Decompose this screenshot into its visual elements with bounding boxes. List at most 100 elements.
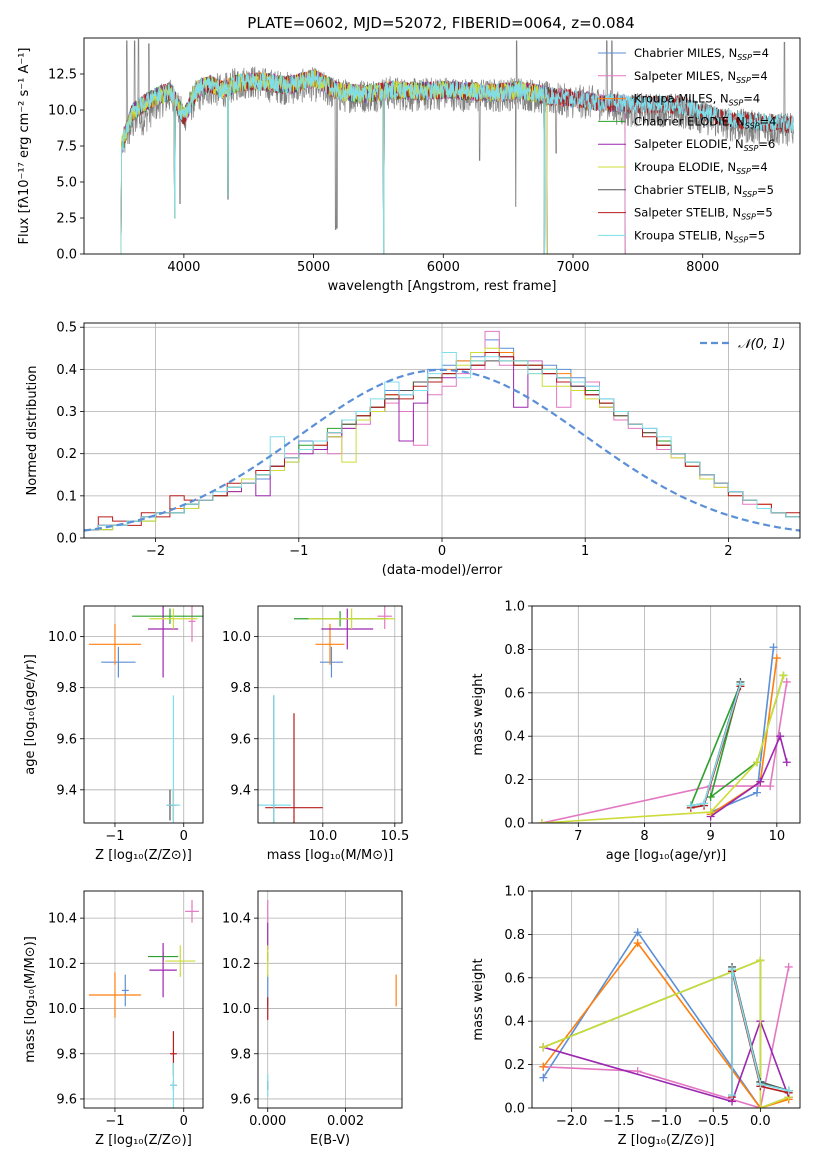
- age-vs-Z-y-tick-label: 9.6: [56, 732, 77, 747]
- age-vs-Z-y-axis-label: age [log₁₀(age/yr)]: [23, 654, 38, 775]
- mass-vs-EBV-x-axis-label: E(B-V): [310, 1133, 350, 1148]
- mass-weight-marker: [539, 1062, 548, 1071]
- residuals-x-tick-label: 2: [724, 544, 732, 559]
- mass-weight-marker: [537, 819, 546, 823]
- mass-weight-marker: [756, 1080, 765, 1089]
- mass-weight-marker: [539, 1043, 548, 1052]
- mass-weight-marker: [736, 680, 745, 689]
- legend-entry-subscript: SSP: [737, 53, 752, 62]
- mass-weight-marker: [633, 928, 642, 937]
- gaussian-legend-label: 𝒩(0, 1): [738, 337, 785, 352]
- mass-weight-vs-age-y-tick-label: 1.0: [504, 600, 525, 615]
- age-vs-mass-y-tick-label: 9.4: [230, 783, 251, 798]
- mass-vs-Z-x-tick-label: 0: [180, 1114, 188, 1129]
- residuals-y-tick-label: 0.1: [56, 489, 77, 504]
- spectrum-x-tick-label: 4000: [167, 260, 200, 275]
- mass-weight-vs-age-y-tick-label: 0.2: [504, 773, 525, 788]
- age-vs-Z-x-tick-label: 0: [180, 829, 188, 844]
- mass-weight-line-salpeter-elodie: [543, 1018, 790, 1103]
- mass-vs-EBV-y-tick-label: 10.2: [222, 957, 251, 972]
- legend-entry-count: =4: [760, 114, 777, 128]
- age-vs-mass-x-axis-label: mass [log₁₀(M/M⊙)]: [267, 848, 394, 863]
- mass-weight-line-salpeter-miles: [541, 681, 788, 823]
- spectrum-y-tick-label: 5.0: [56, 176, 77, 191]
- age-vs-Z-x-tick-label: −1: [105, 829, 124, 844]
- mass-vs-Z-y-axis-label: mass [log₁₀(M/M⊙)]: [23, 936, 38, 1063]
- spectrum-y-tick-label: 2.5: [56, 212, 77, 227]
- mass-vs-EBV-plot-area: [267, 900, 397, 1097]
- mass-weight-vs-Z-y-tick-label: 0.4: [504, 1015, 525, 1030]
- mass-weight-marker: [706, 792, 715, 801]
- spectrum-y-tick-label: 12.5: [48, 68, 77, 83]
- mass-weight-marker: [633, 939, 642, 948]
- mass-weight-marker: [756, 956, 765, 965]
- mass-vs-Z-frame: [83, 890, 204, 1109]
- age-vs-mass-x-tick-label: 10.5: [380, 829, 409, 844]
- figure-title: PLATE=0602, MJD=52072, FIBERID=0064, z=0…: [247, 14, 634, 32]
- legend-entry-label: Kroupa MILES, N: [634, 92, 729, 106]
- mass-weight-vs-Z-x-tick-label: −2.0: [556, 1114, 588, 1129]
- mass-weight-vs-age-y-tick-label: 0.0: [504, 817, 525, 832]
- mass-weight-vs-age-x-tick-label: 9: [707, 829, 715, 844]
- legend-entry-count: =4: [752, 46, 769, 60]
- mass-vs-EBV-panel: 0.000 0.002 9.6 9.8 10.0 10.2 10.4 E(B-V): [222, 890, 403, 1148]
- mass-weight-marker: [752, 758, 761, 767]
- mass-weight-marker: [766, 782, 775, 791]
- legend-entry: Salpeter MILES, NSSP=4: [634, 69, 768, 85]
- mass-weight-marker: [539, 1073, 548, 1082]
- mass-weight-vs-age-x-tick-label: 10: [769, 829, 786, 844]
- mass-weight-vs-age-x-tick-label: 8: [640, 829, 648, 844]
- mass-weight-marker: [700, 799, 709, 808]
- age-vs-Z-y-tick-label: 10.0: [48, 630, 77, 645]
- mass-weight-marker: [756, 777, 765, 786]
- spectrum-y-axis-label: Flux [fλ10⁻¹⁷ erg cm⁻² s⁻¹ A⁻¹]: [17, 48, 32, 245]
- mass-weight-vs-Z-x-tick-label: 0.0: [750, 1114, 771, 1129]
- mass-vs-EBV-frame: [257, 890, 403, 1109]
- histogram-salpeter-stelib: [84, 352, 800, 531]
- age-vs-mass-panel: 10.0 10.5 9.4 9.6 9.8 10.0 mass [log₁₀(M/M⊙)]: [222, 605, 409, 863]
- legend-entry-label: Chabrier MILES, N: [634, 46, 737, 60]
- age-vs-mass-y-tick-label: 9.6: [230, 732, 251, 747]
- legend-entry: Kroupa ELODIE, NSSP=4: [634, 160, 768, 176]
- residuals-plot-area: [84, 330, 800, 532]
- age-vs-mass-y-tick-label: 9.8: [230, 681, 251, 696]
- residuals-y-tick-label: 0.4: [56, 363, 77, 378]
- residuals-x-axis-label: (data-model)/error: [382, 563, 503, 578]
- histogram-kroupa-stelib: [84, 352, 800, 531]
- legend-entry-subscript: SSP: [736, 76, 751, 85]
- residuals-x-tick-label: −2: [146, 544, 165, 559]
- mass-weight-marker: [728, 1090, 737, 1099]
- histogram-salpeter-elodie: [84, 352, 800, 531]
- spectrum-x-tick-label: 8000: [686, 260, 719, 275]
- legend-entry-subscript: SSP: [729, 99, 744, 108]
- legend-entry: Salpeter STELIB, NSSP=5: [634, 206, 773, 222]
- residuals-y-tick-label: 0.2: [56, 447, 77, 462]
- age-vs-Z-y-tick-label: 9.8: [56, 681, 77, 696]
- mass-vs-EBV-y-tick-label: 10.4: [222, 912, 251, 927]
- legend-entry-label: Salpeter MILES, N: [634, 69, 736, 83]
- spectrum-x-tick-label: 5000: [297, 260, 330, 275]
- mass-weight-vs-age-y-axis-label: mass weight: [471, 673, 486, 755]
- mass-weight-vs-Z-y-tick-label: 0.0: [504, 1102, 525, 1117]
- mass-vs-EBV-x-tick-label: 0.000: [249, 1114, 286, 1129]
- mass-weight-marker: [772, 654, 781, 663]
- age-vs-mass-x-tick-label: 10.0: [308, 829, 337, 844]
- mass-weight-marker: [769, 643, 778, 652]
- age-vs-Z-x-axis-label: Z [log₁₀(Z/Z⊙)]: [95, 848, 192, 863]
- mass-vs-Z-x-tick-label: −1: [105, 1114, 124, 1129]
- mass-weight-line-kroupa-elodie: [543, 959, 789, 1108]
- mass-weight-vs-Z-y-tick-label: 0.6: [504, 971, 525, 986]
- mass-weight-vs-age-x-tick-label: 7: [574, 829, 582, 844]
- legend-entry: Kroupa MILES, NSSP=4: [634, 92, 760, 108]
- mass-vs-Z-panel: −1 0 9.6 9.8 10.0 10.2 10.4 Z [log₁₀(Z/Z⊙)] mass…: [23, 890, 204, 1148]
- mass-vs-Z-y-tick-label: 9.6: [56, 1092, 77, 1107]
- gaussian-curve: [84, 368, 800, 532]
- histogram-kroupa-elodie: [84, 347, 800, 531]
- legend-entry: Salpeter ELODIE, NSSP=6: [634, 137, 775, 153]
- mass-vs-EBV-y-tick-label: 10.0: [222, 1002, 251, 1017]
- mass-vs-Z-y-tick-label: 10.4: [48, 912, 77, 927]
- legend-entry-subscript: SSP: [742, 190, 757, 199]
- mass-weight-vs-Z-x-tick-label: −1.5: [603, 1114, 635, 1129]
- mass-vs-EBV-y-tick-label: 9.8: [230, 1047, 251, 1062]
